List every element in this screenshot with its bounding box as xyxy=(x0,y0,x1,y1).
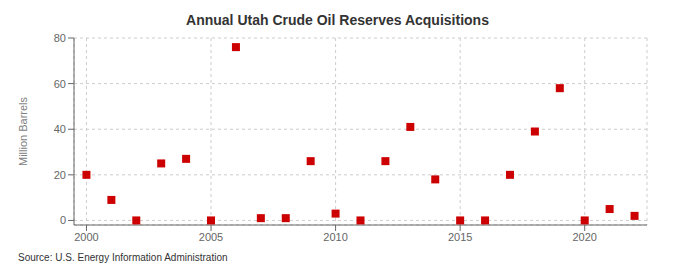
svg-text:2015: 2015 xyxy=(448,231,472,243)
svg-text:20: 20 xyxy=(54,169,66,181)
html-text:Source: U.S. Energy Informatio: Source: U.S. Energy Information Administ… xyxy=(18,252,228,263)
svg-text:Million Barrels: Million Barrels xyxy=(17,96,29,166)
svg-text:2005: 2005 xyxy=(199,231,223,243)
svg-text:40: 40 xyxy=(54,123,66,135)
svg-text:0: 0 xyxy=(60,214,66,226)
svg-text:2020: 2020 xyxy=(572,231,596,243)
svg-text:2010: 2010 xyxy=(323,231,347,243)
svg-text:2000: 2000 xyxy=(74,231,98,243)
svg-text:60: 60 xyxy=(54,78,66,90)
html-text:Annual Utah Crude Oil Reserves: Annual Utah Crude Oil Reserves Acquisiti… xyxy=(186,12,489,28)
svg-text:80: 80 xyxy=(54,32,66,44)
